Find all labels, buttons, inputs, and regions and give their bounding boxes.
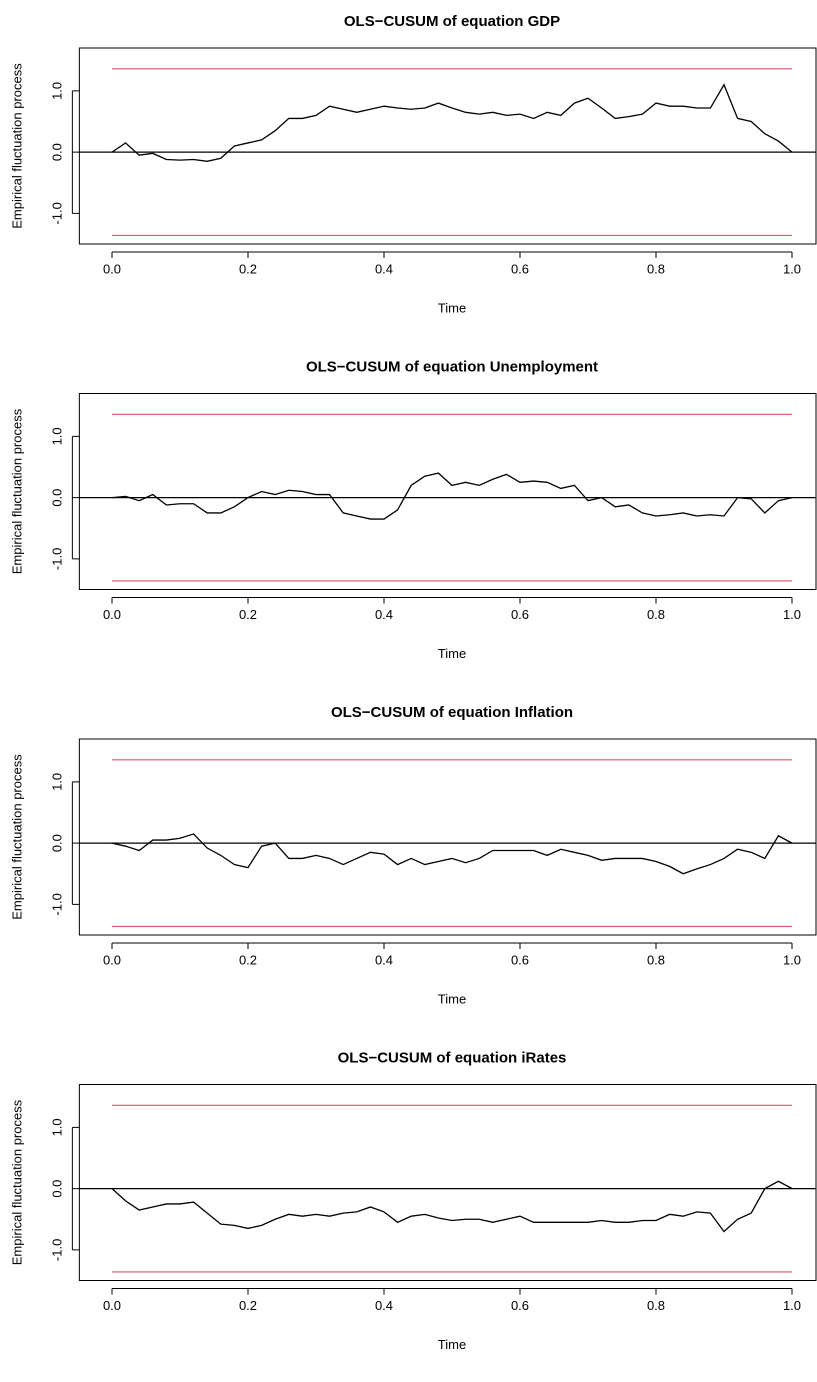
y-axis-label: Empirical fluctuation process (9, 754, 24, 920)
y-tick-label: -1.0 (49, 202, 64, 224)
x-tick-label: 0.6 (511, 952, 529, 967)
x-tick-label: 0.0 (103, 261, 121, 276)
plot-box (78, 738, 817, 936)
x-tick-label: 1.0 (783, 607, 801, 622)
plot-box (78, 393, 817, 590)
chart-title: OLS−CUSUM of equation GDP (344, 13, 560, 30)
x-tick-label: 0.2 (239, 952, 257, 967)
x-tick-label: 0.6 (511, 607, 529, 622)
x-tick-label: 1.0 (783, 952, 801, 967)
x-tick-label: 0.4 (375, 1298, 393, 1313)
x-tick-label: 0.8 (647, 1298, 665, 1313)
x-tick-label: 0.2 (239, 261, 257, 276)
x-tick-label: 0.2 (239, 607, 257, 622)
x-tick-label: 1.0 (783, 261, 801, 276)
x-axis-label: Time (438, 1337, 466, 1352)
x-axis-label: Time (438, 300, 466, 315)
x-tick-label: 0.8 (647, 261, 665, 276)
y-tick-label: 1.0 (49, 773, 64, 791)
y-tick-label: -1.0 (49, 548, 64, 570)
chart-title: OLS−CUSUM of equation iRates (338, 1049, 567, 1066)
x-tick-label: 0.4 (375, 607, 393, 622)
x-tick-label: 0.0 (103, 952, 121, 967)
chart-title: OLS−CUSUM of equation Inflation (331, 704, 573, 721)
x-tick-label: 0.6 (511, 261, 529, 276)
x-tick-label: 0.4 (375, 952, 393, 967)
chart-title: OLS−CUSUM of equation Unemployment (306, 358, 598, 375)
y-tick-label: 0.0 (49, 143, 64, 161)
y-tick-label: 0.0 (49, 1180, 64, 1198)
x-tick-label: 0.0 (103, 1298, 121, 1313)
x-tick-label: 0.4 (375, 261, 393, 276)
process-line (111, 472, 793, 520)
panel: OLS−CUSUM of equation iRates Time Empirica… (9, 1049, 817, 1352)
panel: OLS−CUSUM of equation GDP Time Empirical f… (9, 13, 817, 315)
process-line (111, 1180, 793, 1233)
panel: OLS−CUSUM of equation Unemployment Time Em… (9, 358, 817, 661)
x-tick-label: 1.0 (783, 1298, 801, 1313)
y-tick-label: -1.0 (49, 893, 64, 915)
process-line (111, 833, 793, 875)
panel: OLS−CUSUM of equation Inflation Time Empir… (9, 704, 817, 1006)
x-tick-label: 0.0 (103, 607, 121, 622)
y-axis-label: Empirical fluctuation process (9, 1099, 24, 1265)
y-tick-label: 1.0 (49, 82, 64, 100)
x-tick-label: 0.6 (511, 1298, 529, 1313)
y-axis-label: Empirical fluctuation process (9, 408, 24, 574)
y-tick-label: 0.0 (49, 834, 64, 852)
y-tick-label: 1.0 (49, 427, 64, 445)
x-tick-label: 0.8 (647, 607, 665, 622)
x-tick-label: 0.2 (239, 1298, 257, 1313)
process-line (111, 83, 793, 162)
x-tick-label: 0.8 (647, 952, 665, 967)
x-axis-label: Time (438, 991, 466, 1006)
y-tick-label: 1.0 (49, 1118, 64, 1136)
y-axis-label: Empirical fluctuation process (9, 63, 24, 229)
plot-box (78, 47, 817, 245)
x-axis-label: Time (438, 646, 466, 661)
y-tick-label: -1.0 (49, 1239, 64, 1261)
plot-box (78, 1084, 817, 1281)
y-tick-label: 0.0 (49, 489, 64, 507)
